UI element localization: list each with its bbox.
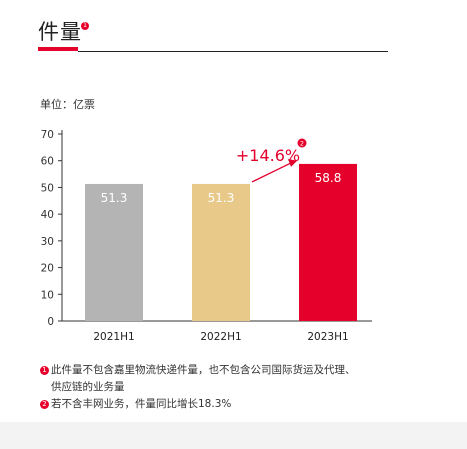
x-tick-label: 2023H1: [307, 331, 348, 343]
footnote-2-text: 若不含丰网业务，件量同比增长18.3%: [51, 398, 232, 410]
growth-arrow-line: [251, 162, 292, 183]
y-tick-label: 0: [47, 316, 54, 328]
y-tick-label: 70: [41, 129, 54, 141]
x-tick-label: 2021H1: [93, 331, 134, 343]
y-tick-label: 60: [41, 156, 54, 168]
unit-label: 单位：亿票: [40, 98, 95, 111]
y-tick-label: 40: [41, 209, 54, 221]
growth-annotation: +14.6%: [236, 146, 300, 165]
growth-note-marker-label: 2: [300, 140, 304, 148]
bar-value-label: 51.3: [101, 191, 128, 205]
footnote-2-marker: 2: [40, 400, 49, 409]
y-tick-label: 50: [41, 182, 54, 194]
y-tick-label: 10: [41, 289, 54, 301]
footnote-1-text: 此件量不包含嘉里物流快递件量，也不包含公司国际货运及代理、 供应链的业务量: [51, 364, 356, 393]
bar-2022H1: [192, 183, 250, 321]
y-tick-label: 30: [41, 236, 54, 248]
title-accent-bar: [38, 47, 78, 51]
bottom-band: [0, 422, 467, 449]
footnotes: 1 此件量不包含嘉里物流快递件量，也不包含公司国际货运及代理、 供应链的业务量 …: [40, 362, 400, 413]
growth-arrow-head: [288, 158, 297, 167]
bar-2021H1: [85, 183, 143, 321]
growth-note-marker: [297, 138, 307, 148]
bar-value-label: 51.3: [208, 191, 235, 205]
page-title: 件量: [38, 20, 82, 44]
y-tick-label: 20: [41, 263, 54, 275]
title-divider: [78, 51, 388, 52]
bar-chart: 0 10 20 30 40 50 60 70 51.3 2021H1 51.3 2022H1 58.8 2…: [41, 129, 372, 343]
x-tick-label: 2022H1: [200, 331, 241, 343]
bar-2023H1: [299, 163, 357, 321]
title-footnote-marker: 1: [81, 22, 89, 30]
footnote-1-marker: 1: [40, 366, 49, 375]
footnote-2: 2 若不含丰网业务，件量同比增长18.3%: [40, 396, 400, 413]
bar-value-label: 58.8: [315, 171, 342, 185]
footnote-1: 1 此件量不包含嘉里物流快递件量，也不包含公司国际货运及代理、 供应链的业务量: [40, 362, 400, 396]
